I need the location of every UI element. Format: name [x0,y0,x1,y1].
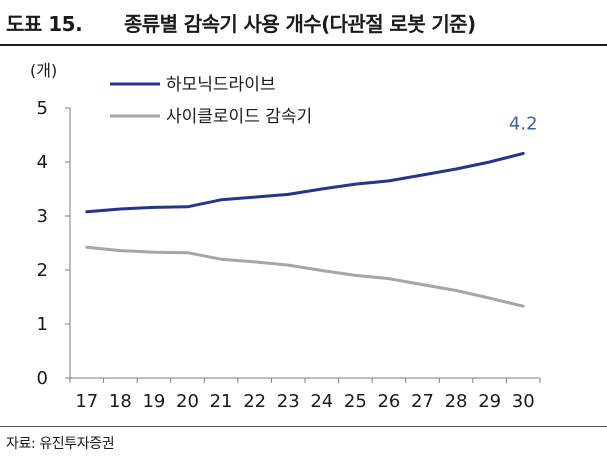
y-axis: 0 1 2 3 4 5 (개) [30,61,71,389]
series-line-1 [85,245,525,308]
x-tick-label: 18 [109,391,132,412]
y-tick-label: 0 [37,368,48,389]
legend-label-1: 사이클로이드 감속기 [166,107,312,127]
x-tick-label: 17 [75,391,98,412]
chart-title: 종류별 감속기 사용 개수(다관절 로봇 기준) [124,12,476,36]
x-tick-label: 27 [411,391,434,412]
x-tick-label: 30 [512,391,535,412]
figure-number: 도표 15. [6,12,83,36]
y-tick-label: 5 [37,98,48,119]
data-label: 4.2 [509,113,538,134]
x-tick-label: 19 [142,391,165,412]
annotations: 4.2 [509,113,538,134]
series-line-0 [85,151,525,214]
x-tick-label: 22 [243,391,266,412]
x-tick-label: 23 [277,391,300,412]
y-tick-label: 3 [37,206,48,227]
footer-divider [0,426,607,427]
source-note: 자료: 유진투자증권 [6,436,115,452]
x-tick-label: 29 [478,391,501,412]
legend-label-0: 하모닉드라이브 [166,75,275,95]
series-lines [85,151,525,308]
x-tick-label: 25 [344,391,367,412]
x-tick-label: 24 [310,391,333,412]
x-tick-label: 21 [210,391,233,412]
x-tick-label: 28 [445,391,468,412]
title-divider [0,44,607,46]
y-axis-unit: (개) [30,61,57,80]
figure-header: 도표 15. 종류별 감속기 사용 개수(다관절 로봇 기준) [0,0,607,46]
y-tick-label: 4 [37,152,48,173]
y-tick-label: 1 [37,314,48,335]
y-tick-label: 2 [37,260,48,281]
x-tick-label: 20 [176,391,199,412]
x-tick-label: 26 [377,391,400,412]
x-axis: 17 18 19 20 21 22 23 24 25 26 27 28 29 30 [69,377,541,412]
